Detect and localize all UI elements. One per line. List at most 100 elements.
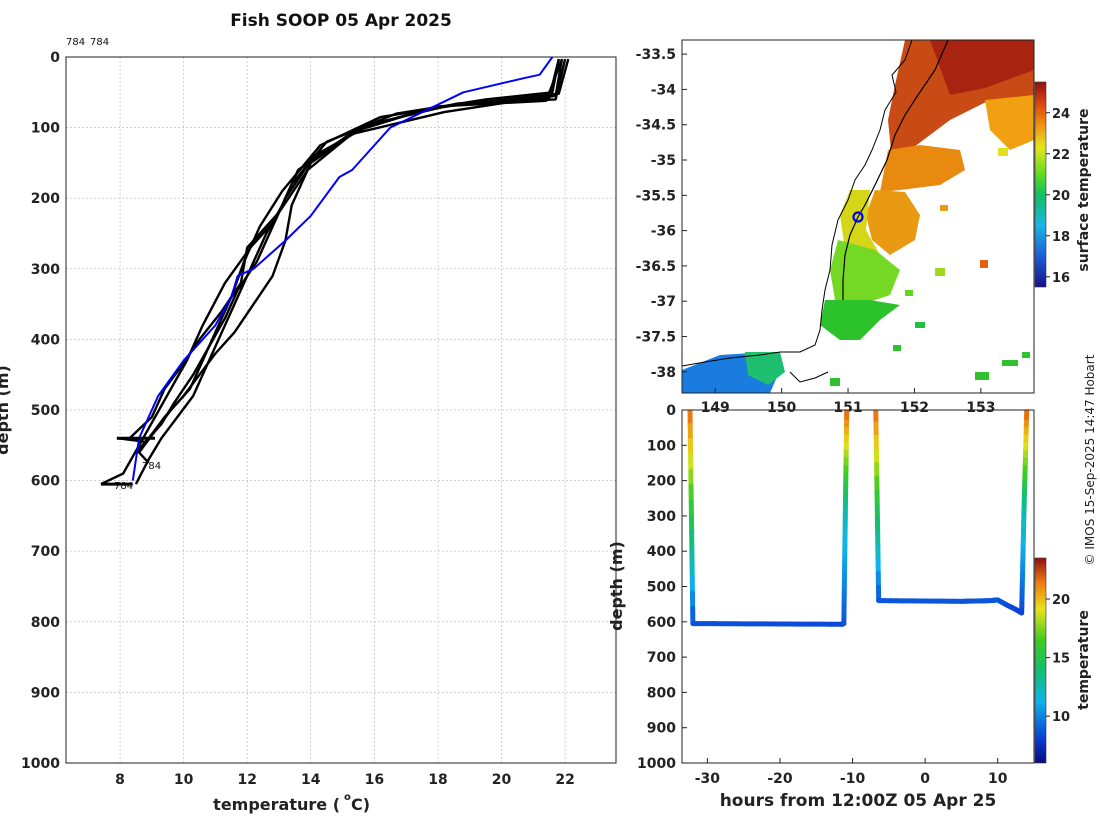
- profile-lines: [100, 57, 570, 486]
- section-xtick-label: -10: [840, 771, 866, 787]
- sst-orange-mid: [880, 145, 965, 192]
- map-lat-label: -38: [651, 365, 676, 381]
- sst-green-south: [830, 240, 900, 305]
- sst-hot-core: [930, 40, 1034, 95]
- section-ytick-label: 300: [647, 509, 676, 525]
- profile-ytick-label: 100: [31, 121, 60, 137]
- profile-ytick-label: 0: [50, 50, 60, 66]
- map-lon-label: 150: [767, 400, 796, 416]
- sst-green-shelf: [820, 300, 900, 340]
- section-ticks: -30 -20 -10 0 100100200300400500600700800900…: [637, 403, 1008, 787]
- section-ytick-label: 200: [647, 474, 676, 490]
- profile-xlabel-degree: o: [344, 792, 351, 803]
- annotation-784-c: 784: [142, 461, 161, 472]
- map-axes-frame: [681, 39, 1035, 394]
- map-lat-label: -37: [651, 294, 676, 310]
- series-profile-1: [134, 58, 564, 485]
- series-profile-4: [116, 58, 560, 443]
- series-profile-6: [128, 58, 570, 440]
- map-lat-label: -34.5: [636, 118, 676, 134]
- map-lat-label: -37.5: [636, 330, 676, 346]
- map-lat-label: -35.5: [636, 188, 676, 204]
- section-ytick-label: 800: [647, 685, 676, 701]
- temperature-colorbar-ticks: 10 15 20: [1046, 593, 1070, 725]
- profile-xtick-label: 14: [301, 772, 321, 788]
- chart-title: Fish SOOP 05 Apr 2025: [230, 11, 452, 31]
- temperature-colorbar-label: temperature: [1076, 610, 1092, 710]
- section-ytick-label: 700: [647, 650, 676, 666]
- map-ticks: -33.5 -34 -34.5 -35 -35.5 -36 -36.5 -37 -37.5 -38…: [636, 47, 996, 416]
- section-ylabel: depth (m): [607, 541, 626, 631]
- sst-orange-front: [866, 190, 920, 255]
- profile-xtick-label: 12: [237, 772, 256, 788]
- profile-ytick-label: 500: [31, 403, 60, 419]
- map-lat-label: -35: [651, 153, 676, 169]
- map-lat-label: -36: [651, 224, 676, 240]
- profile-ytick-label: 700: [31, 544, 60, 560]
- sst-colorbar-label: surface temperature: [1076, 108, 1092, 271]
- map-lat-label: -36.5: [636, 259, 676, 275]
- sst-colorbar: [1034, 81, 1047, 288]
- temperature-colorbar-tick: 10: [1052, 710, 1070, 725]
- section-xtick-label: 0: [920, 771, 930, 787]
- series-blue-profile: [131, 57, 554, 481]
- series-profile-5: [135, 58, 564, 454]
- series-profile-2: [100, 58, 560, 486]
- map-lon-label: 153: [966, 400, 995, 416]
- annotation-784-a: 784: [66, 37, 85, 48]
- map-lat-label: -33.5: [636, 47, 676, 63]
- credit-text: © IMOS 15-Sep-2025 14:47 Hobart: [1083, 354, 1097, 565]
- section-ytick-label: 1000: [637, 756, 676, 772]
- profile-ytick-label: 300: [31, 262, 60, 278]
- profile-xlabel-unit: C): [351, 795, 370, 814]
- section-ytick-label: 600: [647, 615, 676, 631]
- sst-green-bass: [745, 352, 785, 385]
- sst-colorbar-ticks: 16 18 20 22 24: [1046, 107, 1070, 286]
- annotation-784-b: 784: [90, 37, 109, 48]
- section-axes-frame: [681, 409, 1035, 764]
- section-ytick-label: 500: [647, 580, 676, 596]
- section-xlabel: hours from 12:00Z 05 Apr 25: [720, 791, 997, 811]
- profile-ticks: 8 10 12 14 16 18 20 22 0 100 200 300 400 500 600 700 800…: [21, 50, 575, 788]
- profile-xtick-label: 8: [115, 772, 125, 788]
- sst-colorbar-tick: 22: [1052, 148, 1070, 163]
- section-ytick-label: 0: [666, 403, 676, 419]
- section-ytick-label: 400: [647, 544, 676, 560]
- section-xtick-label: -30: [695, 771, 721, 787]
- profile-ylabel: depth (m): [0, 365, 12, 455]
- map-lon-label: 151: [833, 400, 862, 416]
- sst-colorbar-tick: 16: [1052, 271, 1070, 286]
- profile-ytick-label: 800: [31, 615, 60, 631]
- map-lon-label: 149: [701, 400, 730, 416]
- map-lat-label: -34: [651, 82, 677, 98]
- profile-ytick-label: 1000: [21, 756, 60, 772]
- section-tracks: [687, 410, 1030, 627]
- track-position-marker: [852, 211, 864, 223]
- map-lon-label: 152: [900, 400, 929, 416]
- annotation-784-d: 784: [114, 481, 133, 492]
- profile-ytick-label: 200: [31, 191, 60, 207]
- profile-xtick-label: 16: [365, 772, 384, 788]
- section-xtick-label: -20: [767, 771, 793, 787]
- profile-xtick-label: 10: [174, 772, 194, 788]
- sst-colorbar-tick: 18: [1052, 230, 1070, 245]
- sst-colorbar-tick: 20: [1052, 189, 1070, 204]
- profile-xlabel: temperature (: [213, 795, 340, 814]
- sst-map: [682, 40, 1034, 393]
- profile-ytick-label: 600: [31, 474, 60, 490]
- sst-colorbar-tick: 24: [1052, 107, 1070, 122]
- profile-xtick-label: 18: [428, 772, 447, 788]
- temperature-colorbar-tick: 20: [1052, 593, 1070, 608]
- temperature-colorbar: [1034, 557, 1047, 764]
- profile-axes-frame: [65, 56, 617, 764]
- section-ytick-label: 900: [647, 721, 676, 737]
- profile-ytick-label: 400: [31, 332, 60, 348]
- profile-xtick-label: 20: [492, 772, 512, 788]
- sst-orange-east: [985, 95, 1034, 150]
- profile-xtick-label: 22: [555, 772, 574, 788]
- temperature-colorbar-tick: 15: [1052, 652, 1070, 667]
- profile-ytick-label: 900: [31, 685, 60, 701]
- section-xtick-label: 10: [988, 771, 1008, 787]
- ship-track: [842, 40, 949, 300]
